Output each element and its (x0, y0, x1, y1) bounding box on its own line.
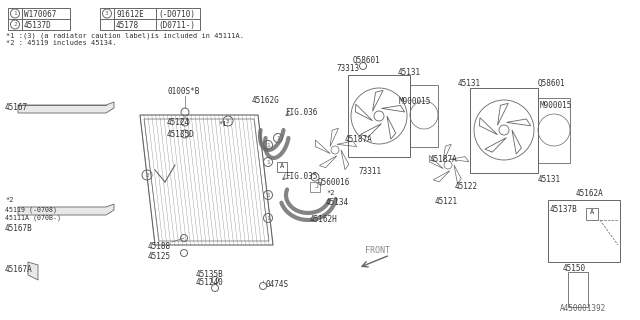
Text: 45135D: 45135D (167, 130, 195, 139)
Text: A: A (280, 163, 284, 169)
Polygon shape (18, 102, 114, 113)
Text: 45162H: 45162H (310, 215, 338, 224)
Text: 45131: 45131 (398, 68, 421, 77)
Text: 0474S: 0474S (265, 280, 288, 289)
Text: *2: *2 (326, 190, 335, 196)
Text: 91612E: 91612E (116, 10, 144, 19)
Bar (410, 85, 438, 147)
Text: 3: 3 (226, 118, 230, 124)
Bar (538, 98, 570, 163)
Text: 45125: 45125 (148, 252, 171, 261)
Text: 45135B: 45135B (196, 270, 224, 279)
Text: M900015: M900015 (399, 97, 431, 106)
Text: 73311: 73311 (358, 167, 381, 176)
Text: 45167A: 45167A (5, 266, 33, 275)
Polygon shape (28, 262, 38, 280)
Text: 1: 1 (266, 142, 270, 148)
Text: *2: *2 (5, 197, 13, 203)
Text: 45178: 45178 (116, 21, 139, 30)
Text: 45122: 45122 (455, 182, 478, 191)
Bar (100, 8, 200, 30)
Text: 45162A: 45162A (576, 189, 604, 198)
Text: 1: 1 (13, 11, 17, 16)
Text: 45124: 45124 (167, 118, 190, 127)
Text: *2 : 45119 includes 45134.: *2 : 45119 includes 45134. (6, 40, 116, 46)
Text: 45131: 45131 (458, 79, 481, 88)
Text: 1: 1 (266, 215, 270, 220)
Text: FIG.035: FIG.035 (285, 172, 317, 181)
Bar (277, 162, 287, 172)
Text: A: A (590, 209, 594, 215)
Text: 45111A (070B-): 45111A (070B-) (5, 215, 61, 221)
Text: 2: 2 (13, 22, 17, 27)
Text: 45188: 45188 (148, 242, 171, 251)
Text: 0100S*B: 0100S*B (167, 87, 200, 96)
Text: J: J (315, 183, 319, 189)
Text: 45167: 45167 (5, 102, 28, 111)
Text: 45131: 45131 (538, 175, 561, 184)
Text: 45187A: 45187A (430, 155, 458, 164)
Bar (548, 200, 620, 262)
Text: 45162G: 45162G (252, 96, 280, 105)
Text: Q58601: Q58601 (353, 56, 381, 65)
Text: A450001392: A450001392 (560, 304, 606, 313)
Text: W170067: W170067 (24, 10, 56, 19)
Text: *1: *1 (218, 121, 227, 127)
Text: (D0711-): (D0711-) (158, 21, 195, 30)
Text: FIG.036: FIG.036 (285, 108, 317, 117)
Bar (310, 182, 320, 192)
Text: 45119 (-0708): 45119 (-0708) (5, 207, 57, 213)
Text: 45121: 45121 (435, 197, 458, 206)
Bar (586, 208, 598, 220)
Text: 45134: 45134 (326, 198, 349, 207)
Text: 45137D: 45137D (24, 21, 52, 30)
Bar (348, 75, 410, 157)
Text: 1: 1 (266, 159, 270, 164)
Text: 451240: 451240 (196, 278, 224, 287)
Bar (8, 8, 70, 30)
Text: M900015: M900015 (540, 101, 572, 110)
Text: 1: 1 (266, 193, 270, 197)
Text: 73313: 73313 (336, 64, 359, 73)
Text: 45167B: 45167B (5, 223, 33, 233)
Text: 1: 1 (276, 135, 280, 140)
Text: Q560016: Q560016 (318, 178, 350, 187)
Text: 3: 3 (105, 11, 109, 16)
Bar (568, 272, 588, 307)
Bar (470, 88, 538, 173)
Text: FRONT: FRONT (365, 246, 390, 255)
Text: (-D0710): (-D0710) (158, 10, 195, 19)
Text: Q58601: Q58601 (538, 79, 566, 88)
Text: 45187A: 45187A (345, 135, 372, 144)
Text: 45137B: 45137B (550, 205, 578, 214)
Polygon shape (18, 204, 114, 215)
Text: *1 :(3) (a radiator caution label)is included in 45111A.: *1 :(3) (a radiator caution label)is inc… (6, 32, 244, 38)
Text: 45150: 45150 (563, 264, 586, 273)
Text: 2: 2 (145, 172, 149, 178)
